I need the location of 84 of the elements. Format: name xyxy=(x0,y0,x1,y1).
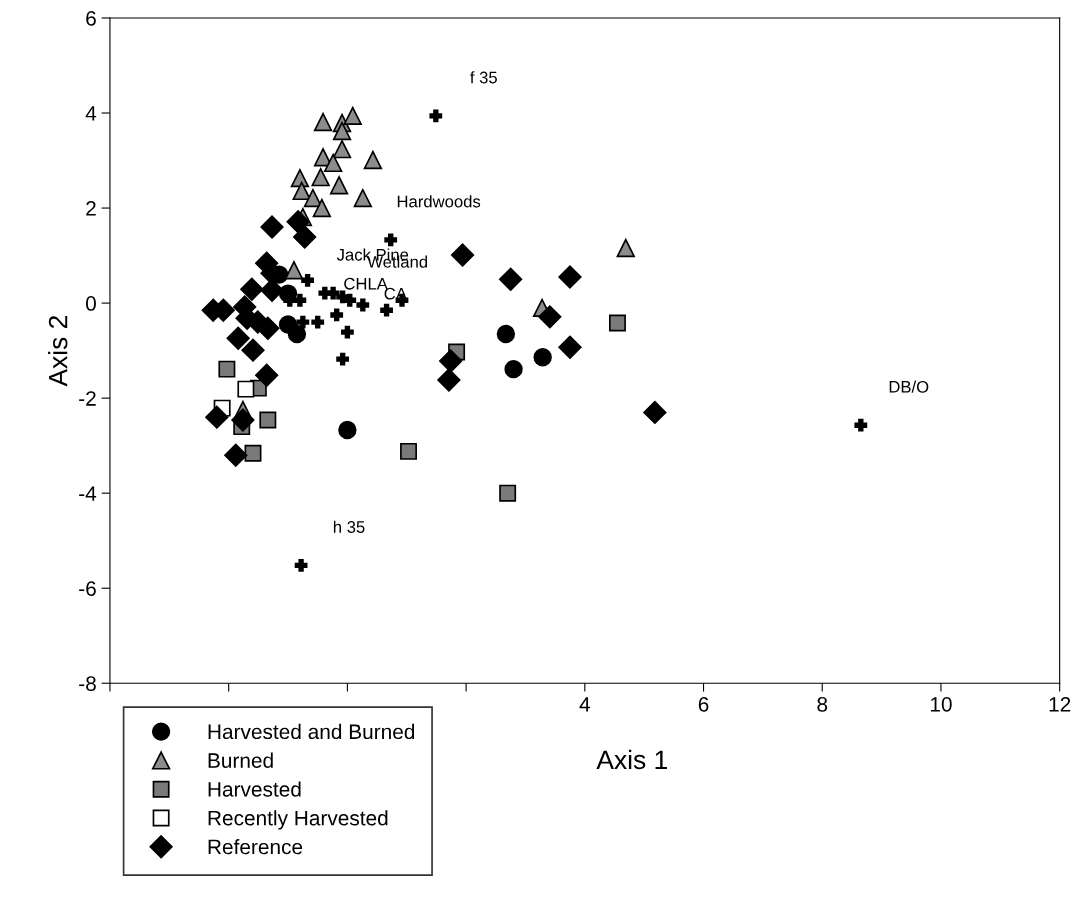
point xyxy=(224,443,248,467)
point xyxy=(260,278,284,302)
point xyxy=(332,139,352,159)
legend-label: Burned xyxy=(208,752,273,768)
y-tick-label: -4 xyxy=(79,486,97,501)
point xyxy=(437,368,461,392)
point xyxy=(343,106,362,126)
point xyxy=(311,315,325,329)
point xyxy=(439,349,463,373)
point xyxy=(301,273,315,287)
point xyxy=(260,215,284,239)
point xyxy=(293,225,317,249)
point xyxy=(244,444,262,462)
point xyxy=(498,267,523,291)
point xyxy=(533,348,552,367)
y-tick-label: 4 xyxy=(85,106,97,121)
point xyxy=(255,363,279,387)
point xyxy=(312,198,332,218)
annotation: f 35 xyxy=(470,71,497,84)
point xyxy=(429,109,443,123)
point xyxy=(338,420,357,440)
point xyxy=(240,277,264,301)
point xyxy=(326,286,340,300)
point xyxy=(608,314,626,332)
point xyxy=(323,153,343,173)
point xyxy=(330,308,344,322)
annotation: Hardwoods xyxy=(397,195,481,208)
point xyxy=(296,315,310,329)
annotation: h 35 xyxy=(333,520,365,533)
point xyxy=(218,360,236,378)
point xyxy=(450,243,475,267)
legend-label: Reference xyxy=(208,839,303,855)
point xyxy=(538,305,562,329)
point xyxy=(284,261,304,280)
point xyxy=(332,121,352,141)
y-tick-label: -8 xyxy=(79,676,96,691)
point xyxy=(558,335,582,359)
point xyxy=(384,233,398,247)
point xyxy=(363,150,383,170)
x-tick-label: 6 xyxy=(698,696,709,712)
annotation: DB/O xyxy=(889,380,929,393)
point xyxy=(504,359,523,379)
point xyxy=(854,418,868,432)
y-axis-title: Axis 2 xyxy=(48,316,68,387)
point xyxy=(400,442,417,460)
point xyxy=(287,324,307,344)
point xyxy=(499,484,517,502)
point xyxy=(313,112,333,132)
point xyxy=(643,400,667,425)
point xyxy=(256,316,280,340)
point xyxy=(231,408,255,432)
point xyxy=(616,238,635,258)
y-tick-label: 6 xyxy=(86,10,96,26)
point xyxy=(241,338,265,362)
y-tick-label: -2 xyxy=(79,391,96,406)
y-tick-label: 0 xyxy=(85,296,96,311)
point xyxy=(226,326,250,350)
point xyxy=(292,181,311,201)
legend-label: Recently Harvested xyxy=(208,810,388,830)
y-tick-label: -6 xyxy=(79,581,96,596)
x-tick-label: 4 xyxy=(579,697,590,712)
point xyxy=(237,380,255,398)
point xyxy=(356,298,370,312)
point xyxy=(286,210,310,234)
legend-label: Harvested xyxy=(208,781,301,797)
x-axis-title: Axis 1 xyxy=(596,749,667,770)
point xyxy=(311,167,330,187)
legend-label: Harvested and Burned xyxy=(208,723,415,740)
point xyxy=(353,188,372,208)
point xyxy=(329,176,349,195)
point xyxy=(340,325,354,339)
point xyxy=(205,405,229,429)
point xyxy=(380,303,393,317)
point xyxy=(303,188,323,208)
x-tick-label: 8 xyxy=(817,696,828,712)
point xyxy=(343,293,357,307)
point xyxy=(259,411,277,429)
point xyxy=(336,352,350,366)
x-tick-label: 10 xyxy=(930,696,952,712)
y-tick-label: 2 xyxy=(86,201,96,216)
point xyxy=(496,324,516,344)
point xyxy=(558,265,582,289)
point xyxy=(294,559,308,572)
x-tick-label: 12 xyxy=(1049,696,1071,712)
